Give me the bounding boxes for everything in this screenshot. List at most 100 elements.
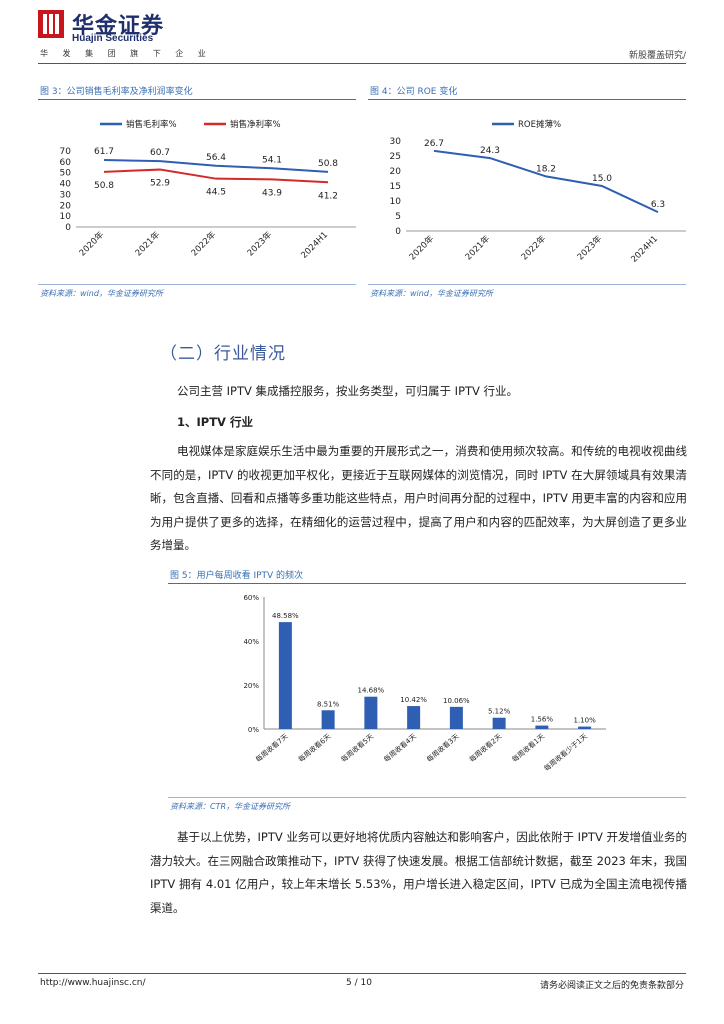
fig3-source-rule: [38, 284, 356, 285]
fig4-source-rule: [368, 284, 686, 285]
data-label: 14.68%: [358, 687, 385, 695]
data-label: 48.58%: [272, 612, 299, 620]
y-tick-label: 40: [60, 180, 72, 190]
bar: [449, 706, 463, 729]
data-label: 24.3: [480, 146, 500, 156]
y-tick-label: 30: [390, 137, 402, 147]
company-tagline: 华 发 集 团 旗 下 企 业: [40, 49, 212, 58]
fig4-chart: 0 5 10 15 20 25 30 2020年 2021年 2022年 2023年 2024H1 RO…: [390, 119, 686, 265]
series-line: [103, 159, 329, 173]
y-tick-label: 20: [60, 201, 72, 211]
y-tick-label: 5: [395, 212, 401, 222]
legend-label: 销售毛利率%: [126, 119, 177, 130]
x-tick-label: 2022年: [189, 229, 218, 258]
x-tick-label: 每周收看5天: [339, 732, 375, 764]
page-number: 5 / 10: [346, 978, 372, 988]
data-label: 1.56%: [531, 716, 554, 724]
data-label: 26.7: [424, 139, 444, 149]
y-tick-label: 70: [60, 147, 72, 157]
x-tick-label: 2024H1: [629, 234, 660, 265]
fig5-chart: 0% 20% 40% 60% 48.58% 每周收看7天 8.51% 每周收看6天 14.68%…: [243, 594, 606, 773]
legend-label: ROE摊薄%: [518, 119, 561, 130]
section-heading: （二）行业情况: [160, 344, 286, 364]
data-label: 61.7: [94, 147, 114, 157]
data-label: 52.9: [150, 179, 170, 189]
x-tick-label: 每周收看少于1天: [542, 732, 589, 773]
fig4-title: 图 4：公司 ROE 变化: [370, 87, 458, 97]
report-type: 新股覆盖研究/: [628, 51, 686, 61]
data-label: 43.9: [262, 188, 282, 198]
y-tick-label: 0: [65, 223, 71, 233]
x-tick-label: 每周收看7天: [254, 732, 290, 764]
fig3-title: 图 3：公司销售毛利率及净利润率变化: [40, 87, 193, 97]
data-label: 8.51%: [317, 700, 340, 708]
bar: [535, 725, 549, 729]
y-tick-label: 50: [60, 169, 72, 179]
x-tick-label: 2021年: [463, 233, 492, 262]
fig5-source: 资料来源：CTR，华金证券研究所: [170, 802, 291, 811]
bar: [278, 622, 292, 729]
footer-disclaimer: 请务必阅读正文之后的免责条款部分: [539, 981, 684, 991]
data-label: 41.2: [318, 191, 338, 201]
data-label: 10.06%: [443, 697, 470, 705]
y-tick-label: 15: [390, 182, 401, 192]
bar: [321, 710, 335, 729]
y-tick-label: 10: [390, 197, 402, 207]
data-label: 44.5: [206, 188, 226, 198]
x-tick-label: 每周收看3天: [425, 732, 461, 764]
fig5-source-rule: [168, 797, 686, 798]
data-label: 6.3: [651, 200, 665, 210]
data-label: 1.10%: [574, 717, 597, 725]
subsection-heading: 1、IPTV 行业: [177, 415, 253, 429]
data-label: 56.4: [206, 153, 226, 163]
x-tick-label: 2022年: [519, 233, 548, 262]
series-line: [433, 149, 659, 214]
x-tick-label: 2020年: [77, 229, 106, 258]
intro-paragraph: 公司主营 IPTV 集成播控服务，按业务类型，可归属于 IPTV 行业。: [177, 384, 519, 398]
bar: [364, 696, 378, 729]
y-tick-label: 10: [60, 212, 72, 222]
data-label: 10.42%: [400, 696, 427, 704]
bar: [492, 717, 506, 729]
legend-label: 销售净利率%: [230, 119, 281, 130]
data-label: 60.7: [150, 148, 170, 158]
company-name-cn: 华金证券: [72, 14, 165, 39]
fig4-title-rule: [368, 99, 686, 100]
data-label: 50.8: [318, 159, 338, 169]
fig5-title: 图 5：用户每周收看 IPTV 的频次: [170, 571, 304, 581]
y-tick-label: 20%: [243, 682, 259, 690]
fig4-source: 资料来源：wind，华金证券研究所: [370, 289, 493, 298]
data-label: 54.1: [262, 155, 282, 165]
data-label: 15.0: [592, 174, 612, 184]
x-tick-label: 每周收看2天: [467, 732, 503, 764]
y-tick-label: 30: [60, 190, 72, 200]
y-tick-label: 0: [395, 227, 401, 237]
y-tick-label: 25: [390, 152, 401, 162]
page-header: 华金证券 Huajin Securities 华 发 集 团 旗 下 企 业 新…: [38, 8, 686, 64]
data-label: 5.12%: [488, 708, 511, 716]
data-label: 18.2: [536, 164, 556, 174]
x-tick-label: 2024H1: [299, 230, 330, 261]
y-tick-label: 60%: [243, 594, 259, 602]
footer-divider: [38, 973, 686, 974]
y-tick-label: 0%: [248, 726, 259, 734]
x-tick-label: 每周收看6天: [296, 732, 332, 764]
header-divider: [38, 63, 686, 64]
body-paragraph-2: 基于以上优势，IPTV 业务可以更好地将优质内容触达和影响客户，因此依附于 IP…: [150, 830, 687, 915]
x-tick-label: 每周收看1天: [510, 732, 546, 764]
series-line: [103, 168, 329, 184]
body-paragraph-1: 电视媒体是家庭娱乐生活中最为重要的开展形式之一，消费和使用频次较高。和传统的电视…: [150, 444, 687, 552]
x-tick-label: 2020年: [407, 233, 436, 262]
fig5-title-rule: [168, 583, 686, 584]
x-tick-label: 2023年: [245, 229, 274, 258]
company-name-en: Huajin Securities: [72, 33, 154, 44]
footer-url[interactable]: http://www.huajinsc.cn/: [40, 978, 146, 988]
y-tick-label: 40%: [243, 638, 259, 646]
company-logo-icon: [38, 10, 64, 38]
x-tick-label: 每周收看4天: [382, 732, 418, 764]
x-tick-label: 2023年: [575, 233, 604, 262]
fig3-title-rule: [38, 99, 356, 100]
fig3-source: 资料来源：wind，华金证券研究所: [40, 289, 163, 298]
y-tick-label: 20: [390, 167, 402, 177]
